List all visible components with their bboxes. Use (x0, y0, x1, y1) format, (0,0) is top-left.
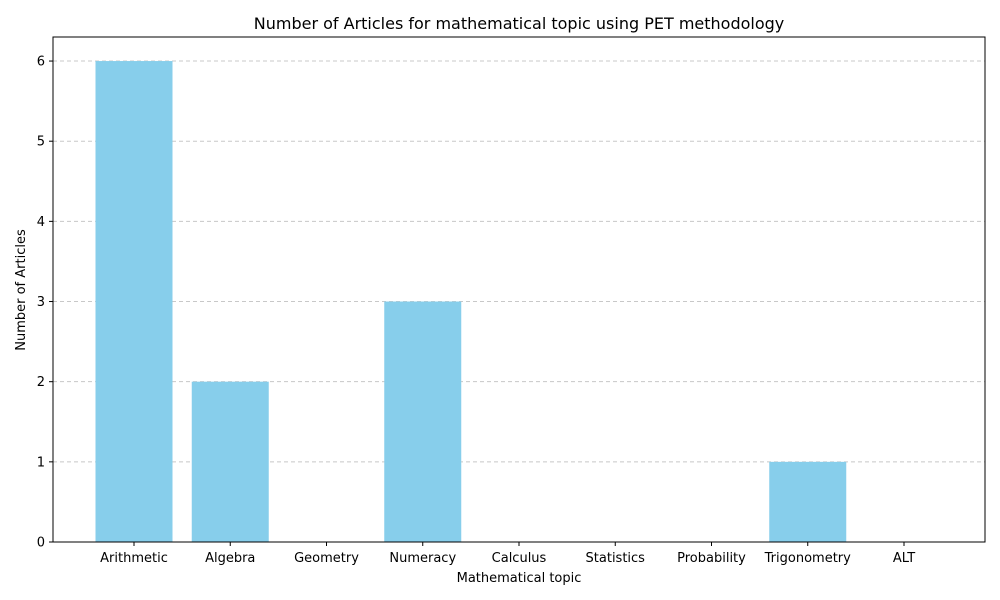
y-tick-label: 5 (37, 135, 45, 150)
x-axis-label: Mathematical topic (457, 571, 582, 586)
x-tick-label: Calculus (492, 551, 547, 566)
x-tick-label: Algebra (205, 551, 255, 566)
bar-arithmetic (95, 61, 173, 543)
x-tick-label: ALT (893, 551, 915, 566)
y-tick-label: 4 (37, 215, 45, 230)
bars-layer (95, 61, 847, 543)
y-tick-label: 0 (37, 536, 45, 551)
y-axis-label: Number of Articles (14, 229, 29, 351)
bar-trigonometry (769, 461, 847, 542)
bar-numeracy (384, 301, 462, 542)
chart-title: Number of Articles for mathematical topi… (254, 14, 785, 33)
x-axis: Arithmetic Algebra Geometry Numeracy Calculu… (100, 542, 915, 566)
y-tick-label: 6 (37, 55, 45, 70)
y-tick-label: 2 (37, 375, 45, 390)
x-tick-label: Statistics (586, 551, 646, 566)
x-tick-label: Trigonometry (764, 551, 851, 566)
bar-algebra (191, 381, 269, 542)
x-tick-label: Geometry (294, 551, 359, 566)
y-axis: 0 1 2 3 4 5 6 (37, 55, 53, 551)
y-tick-label: 3 (37, 295, 45, 310)
y-tick-label: 1 (37, 455, 45, 470)
x-tick-label: Probability (677, 551, 746, 566)
x-tick-label: Arithmetic (100, 551, 168, 566)
x-tick-label: Numeracy (389, 551, 456, 566)
